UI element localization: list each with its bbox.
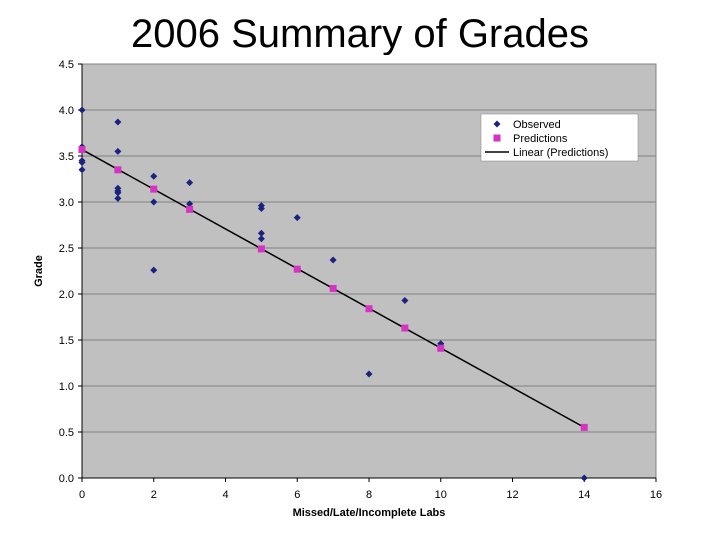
legend-observed-marker <box>493 120 501 128</box>
y-tick-label: 0.0 <box>59 473 74 485</box>
prediction-point <box>580 423 588 431</box>
x-tick-label: 4 <box>222 489 228 501</box>
legend-predictions-marker <box>493 134 501 142</box>
prediction-point <box>257 245 265 253</box>
x-tick-label: 2 <box>151 489 157 501</box>
observed-point <box>580 474 588 482</box>
observed-point <box>257 229 265 237</box>
prediction-point <box>365 305 373 313</box>
x-tick-label: 12 <box>506 489 518 501</box>
y-axis-title: Grade <box>33 255 45 287</box>
x-tick-label: 6 <box>294 489 300 501</box>
axes: 0.0 0.5 1.0 1.5 2.0 2.5 3.0 3.5 4.0 4.5 0 2 4 6 8 10 12 1… <box>59 59 662 501</box>
legend-label: Observed <box>513 119 561 131</box>
y-tick-label: 1.5 <box>59 335 74 347</box>
x-tick-label: 8 <box>366 489 372 501</box>
x-tick-label: 10 <box>435 489 447 501</box>
observed-point <box>186 179 194 187</box>
x-tick-label: 14 <box>578 489 590 501</box>
observed-point <box>257 235 265 243</box>
chart-legend: Observed Predictions Linear (Predictions) <box>480 113 639 162</box>
slide-title: 2006 Summary of Grades <box>131 12 589 56</box>
observed-point <box>78 166 86 174</box>
observed-point <box>186 200 194 208</box>
y-tick-label: 4.0 <box>59 105 74 117</box>
y-tick-label: 2.0 <box>59 289 74 301</box>
legend-label: Linear (Predictions) <box>513 147 608 159</box>
y-tick-label: 1.0 <box>59 381 74 393</box>
x-tick-label: 16 <box>650 489 662 501</box>
observed-point <box>293 214 301 222</box>
x-tick-label: 0 <box>79 489 85 501</box>
observed-point <box>78 158 86 166</box>
observed-point <box>401 296 409 304</box>
observed-point <box>150 198 158 206</box>
y-tick-label: 0.5 <box>59 427 74 439</box>
observed-point <box>150 172 158 180</box>
prediction-point <box>401 324 409 332</box>
prediction-point <box>150 185 158 193</box>
prediction-point <box>293 265 301 273</box>
y-tick-label: 2.5 <box>59 243 74 255</box>
observed-point <box>78 106 86 114</box>
prediction-point <box>437 344 445 352</box>
prediction-point <box>114 166 122 174</box>
observed-point <box>365 370 373 378</box>
x-axis-title: Missed/Late/Incomplete Labs <box>293 507 446 519</box>
y-tick-label: 3.0 <box>59 197 74 209</box>
prediction-point <box>78 146 86 154</box>
observed-point <box>257 204 265 212</box>
observed-point <box>150 266 158 274</box>
data-series <box>78 106 588 482</box>
observed-point <box>114 118 122 126</box>
prediction-point <box>329 284 337 292</box>
y-tick-label: 4.5 <box>59 59 74 71</box>
legend-box <box>480 113 639 162</box>
observed-point <box>114 147 122 155</box>
legend-label: Predictions <box>513 133 568 145</box>
observed-point <box>114 189 122 197</box>
y-tick-label: 3.5 <box>59 151 74 163</box>
observed-point <box>114 194 122 202</box>
prediction-point <box>186 205 194 213</box>
observed-point <box>329 256 337 264</box>
